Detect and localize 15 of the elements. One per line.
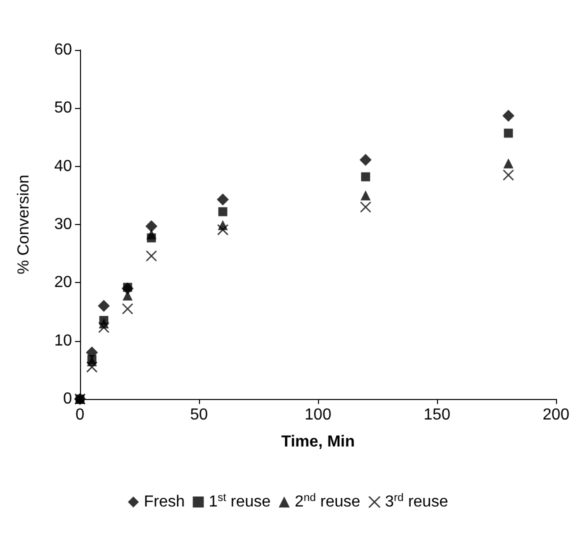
x-axis-title: Time, Min <box>281 434 355 450</box>
x-tick-label: 100 <box>304 406 332 424</box>
x-tick-label: 0 <box>76 406 85 424</box>
y-tick-label: 0 <box>63 390 72 408</box>
y-tick-label: 50 <box>54 100 72 117</box>
x-tick-label: 150 <box>424 406 450 424</box>
x-tick-label: 200 <box>542 406 570 424</box>
y-tick-label: 30 <box>54 216 72 233</box>
x-tick-label: 50 <box>190 406 208 424</box>
y-tick-label: 40 <box>54 158 72 175</box>
y-tick-label: 10 <box>54 332 72 350</box>
y-axis-title: % Conversion <box>16 174 32 274</box>
legend-label: Fresh <box>144 494 185 510</box>
y-tick-label: 20 <box>54 274 72 292</box>
y-tick-label: 60 <box>54 42 72 58</box>
